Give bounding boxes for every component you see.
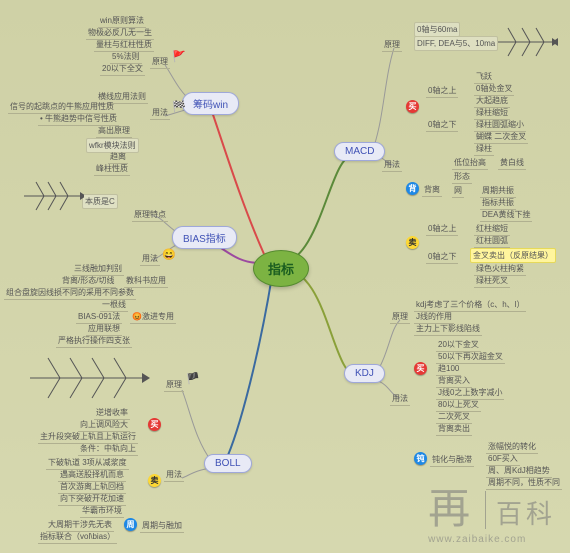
watermark-url: www.zaibaike.com [428,534,556,545]
boll-item: 指标联合（vol\bias） [38,530,117,544]
badge-cycle-icon: 周 [124,518,137,531]
chipwin-item: 峰柱性质 [94,162,130,176]
macd-item: 黄白线 [498,156,526,170]
kdj-item: 背离卖出 [436,422,472,436]
macd-item: 红柱圆弧 [474,234,510,248]
boll-yongfa: 用法 [164,468,184,482]
branch-macd-label: MACD [345,146,374,157]
boll-item: 华霸市环境 [80,504,124,518]
chipwin-item: 20以下全文 [100,62,145,76]
macd-div-label: 背离 [422,183,442,197]
macd-item: DIFF, DEA与5、10ma [414,36,498,51]
bias-yuanli: 原理特点 [132,208,168,222]
watermark-big: 再 [428,487,474,533]
flag-icon: 🏴 [186,372,200,385]
badge-div-icon: 背 [406,182,419,195]
badge-buy-icon: 买 [406,100,419,113]
fishbone-icon [30,354,150,402]
macd-yuanli: 原理 [382,38,402,52]
flag-icon: 🏁 [172,100,186,113]
kdj-item: 主力上下影线陷线 [414,322,482,336]
boll-cycle-label: 周期与融加 [140,519,184,533]
macd-head: 0轴之上 [426,84,458,98]
macd-head: 0轴之上 [426,222,458,236]
macd-head2: 0轴之下 [426,118,458,132]
badge-dull-icon: 钝 [414,452,427,465]
macd-item-highlight: 金叉卖出（反原结果） [470,248,556,263]
macd-item: 低位抬高 [452,156,488,170]
watermark-side: 百科 [496,500,556,529]
mindmap-canvas: 指标 筹码win BIAS指标 BOLL MACD KDJ 原理 🚩 win原则… [0,0,570,553]
branch-kdj-label: KDJ [355,368,374,379]
badge-sell-icon: 卖 [406,236,419,249]
macd-item: 0轴与60ma [414,22,460,37]
macd-item: 网 [452,184,464,198]
center-node[interactable]: 指标 [253,250,309,287]
badge-buy-icon: 买 [148,418,161,431]
branch-chipwin-label: 筹码win [193,100,228,111]
macd-head2: 0轴之下 [426,250,458,264]
branch-bias[interactable]: BIAS指标 [172,226,237,249]
branch-macd[interactable]: MACD [334,142,385,161]
branch-boll[interactable]: BOLL [204,454,252,473]
boll-item: 条件：中轨向上 [78,442,138,456]
chipwin-yuanli: 原理 [150,55,170,69]
flag-icon: 🚩 [172,50,186,63]
macd-item: 绿柱 [474,142,494,156]
watermark: 再 百科 www.zaibaike.com [428,489,556,545]
bias-yongfa: 用法 [140,252,160,266]
kdj-yuanli: 原理 [390,310,410,324]
watermark-divider [485,491,486,529]
macd-yongfa: 用法 [382,158,402,172]
bias-item: 严格执行操作四支张 [56,334,132,348]
branch-bias-label: BIAS指标 [183,234,226,245]
smile-icon: 😄 [162,248,176,261]
chipwin-extra: 高出原理 [96,124,132,138]
kdj-yongfa: 用法 [390,392,410,406]
bias-item: 😡激进专用 [130,310,176,324]
bias-item: 本质是C [82,194,118,209]
fishbone-icon [494,24,558,60]
chipwin-yongfa: 用法 [150,106,170,120]
branch-boll-label: BOLL [215,458,241,469]
center-label: 指标 [268,262,294,277]
branch-kdj[interactable]: KDJ [344,364,385,383]
badge-buy-icon: 买 [414,362,427,375]
kdj-dull-label: 钝化与融滞 [430,453,474,467]
macd-item: DEA黄线下挫 [480,208,532,222]
branch-chipwin[interactable]: 筹码win [182,92,239,115]
macd-item: 形态 [452,170,472,184]
macd-item: 绿柱死叉 [474,274,510,288]
kdj-item: 周期不同，性质不同 [486,476,562,490]
badge-sell-icon: 卖 [148,474,161,487]
boll-yuanli: 原理 [164,378,184,392]
fishbone-icon [24,178,84,214]
